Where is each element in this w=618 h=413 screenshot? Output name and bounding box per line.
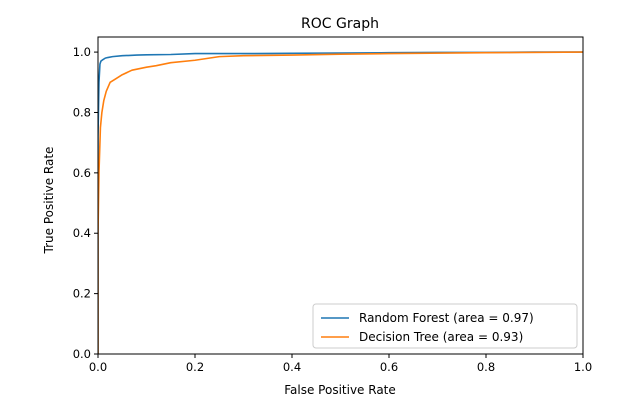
y-tick-label: 0.8 xyxy=(73,105,91,119)
series-line-random-forest xyxy=(98,51,583,354)
y-tick-label: 0.4 xyxy=(73,226,91,240)
x-tick-label: 0.6 xyxy=(380,360,398,374)
axis-ticks: 0.0 0.2 0.4 0.6 0.8 1.0 0.0 0.2 0.4 0.6 0.8 1.0 xyxy=(73,45,592,374)
x-axis-label: False Positive Rate xyxy=(284,383,396,397)
y-tick-label: 0.6 xyxy=(73,166,91,180)
plot-frame xyxy=(97,36,584,355)
series-line-decision-tree xyxy=(98,51,583,354)
x-tick-label: 0.8 xyxy=(477,360,495,374)
x-tick-label: 0.4 xyxy=(283,360,301,374)
x-tick-label: 0.2 xyxy=(186,360,204,374)
y-axis-label: True Positive Rate xyxy=(42,147,56,255)
legend-label: Random Forest (area = 0.97) xyxy=(359,311,534,325)
legend: Random Forest (area = 0.97) Decision Tree… xyxy=(312,303,578,349)
y-tick-label: 0.0 xyxy=(73,347,91,361)
plot-area xyxy=(98,51,583,354)
y-tick-label: 0.2 xyxy=(73,287,91,301)
chart-title: ROC Graph xyxy=(301,16,379,32)
legend-label: Decision Tree (area = 0.93) xyxy=(359,330,523,344)
x-tick-label: 0.0 xyxy=(89,360,107,374)
x-tick-label: 1.0 xyxy=(574,360,592,374)
y-tick-label: 1.0 xyxy=(73,45,91,59)
legend-box xyxy=(312,303,578,349)
